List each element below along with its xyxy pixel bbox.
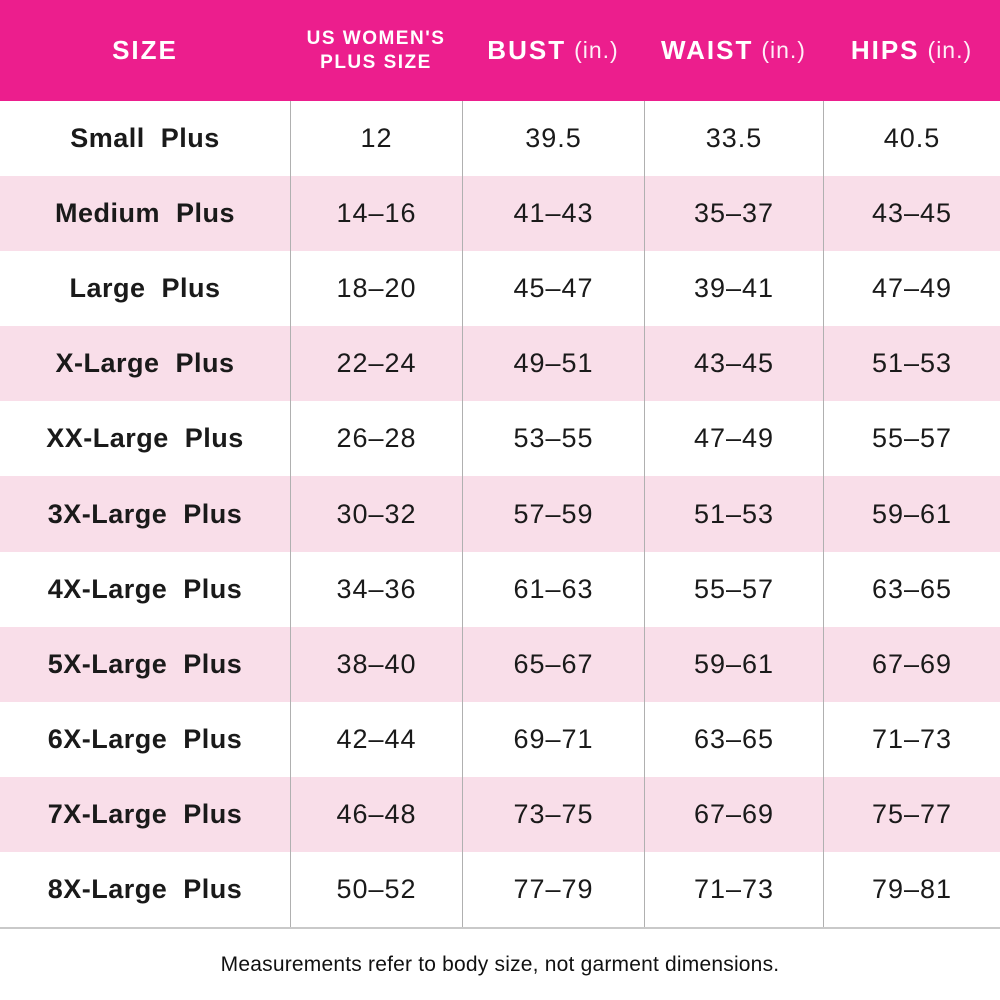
header-unit-bust: (in.) [574,37,619,63]
header-label-bust: BUST [487,35,567,65]
header-cell-size: SIZE [0,0,290,101]
cell-us-plus-size: 12 [290,101,462,177]
cell-us-plus-size: 30–32 [290,476,462,552]
header-label-us-womens: US WOMEN'S [306,27,446,49]
cell-waist: 67–69 [644,776,823,852]
cell-bust: 69–71 [462,701,644,777]
cell-hips: 40.5 [823,101,1000,177]
cell-hips: 47–49 [823,251,1000,327]
cell-bust: 77–79 [462,851,644,928]
cell-hips: 71–73 [823,701,1000,777]
cell-bust: 65–67 [462,626,644,702]
cell-hips: 67–69 [823,626,1000,702]
cell-size-name: Small Plus [70,123,220,154]
table-row: 5X-Large Plus 38–40 65–67 59–61 67–69 [0,626,1000,702]
cell-size-name: X-Large Plus [55,348,235,379]
table-body: Small Plus 12 39.5 33.5 40.5 Medium Plus… [0,101,1000,930]
header-label-plus-size: PLUS SIZE [320,51,432,73]
cell-waist: 39–41 [644,251,823,327]
cell-waist: 63–65 [644,701,823,777]
table-row: 4X-Large Plus 34–36 61–63 55–57 63–65 [0,551,1000,627]
cell-us-plus-size: 50–52 [290,851,462,928]
cell-us-plus-size: 18–20 [290,251,462,327]
cell-size-name: Large Plus [69,273,221,304]
header-unit-hips: (in.) [927,37,973,63]
cell-size-name: 7X-Large Plus [47,798,243,829]
cell-waist: 71–73 [644,851,823,928]
cell-us-plus-size: 46–48 [290,776,462,852]
cell-waist: 35–37 [644,176,823,252]
cell-size-name: 4X-Large Plus [47,573,243,604]
table-row: X-Large Plus 22–24 49–51 43–45 51–53 [0,326,1000,402]
cell-waist: 51–53 [644,476,823,552]
cell-bust: 45–47 [462,251,644,327]
cell-hips: 43–45 [823,176,1000,252]
table-row: Large Plus 18–20 45–47 39–41 47–49 [0,251,1000,327]
header-label-size: SIZE [112,35,178,65]
cell-size-name: 3X-Large Plus [47,498,243,529]
header-label-waist: WAIST [661,35,754,65]
header-label-hips: HIPS [850,35,920,65]
cell-bust: 49–51 [462,326,644,402]
table-row: 7X-Large Plus 46–48 73–75 67–69 75–77 [0,776,1000,852]
header-cell-hips: HIPS (in.) [823,0,1000,101]
cell-size-name: XX-Large Plus [46,423,244,454]
cell-hips: 63–65 [823,551,1000,627]
cell-hips: 75–77 [823,776,1000,852]
cell-hips: 79–81 [823,851,1000,928]
cell-us-plus-size: 22–24 [290,326,462,402]
table-row: Medium Plus 14–16 41–43 35–37 43–45 [0,176,1000,252]
table-row: XX-Large Plus 26–28 53–55 47–49 55–57 [0,401,1000,477]
cell-bust: 39.5 [462,101,644,177]
header-unit-waist: (in.) [761,37,806,63]
cell-bust: 73–75 [462,776,644,852]
cell-size-name: Medium Plus [54,198,236,229]
table-row: 6X-Large Plus 42–44 69–71 63–65 71–73 [0,701,1000,777]
footnote: Measurements refer to body size, not gar… [220,952,780,976]
cell-waist: 59–61 [644,626,823,702]
table-row: 8X-Large Plus 50–52 77–79 71–73 79–81 [0,851,1000,928]
header-cell-bust: BUST (in.) [462,0,644,101]
cell-us-plus-size: 42–44 [290,701,462,777]
cell-us-plus-size: 38–40 [290,626,462,702]
table-header-row: SIZE US WOMEN'S PLUS SIZE BUST (in.) WAI… [0,0,1000,101]
cell-size-name: 6X-Large Plus [47,723,243,754]
table-row: Small Plus 12 39.5 33.5 40.5 [0,101,1000,177]
header-cell-us-plus-size: US WOMEN'S PLUS SIZE [290,0,462,101]
cell-size-name: 5X-Large Plus [47,648,243,679]
cell-waist: 33.5 [644,101,823,177]
cell-bust: 53–55 [462,401,644,477]
header-cell-waist: WAIST (in.) [644,0,823,101]
cell-hips: 55–57 [823,401,1000,477]
cell-waist: 47–49 [644,401,823,477]
cell-size-name: 8X-Large Plus [47,873,243,904]
cell-us-plus-size: 26–28 [290,401,462,477]
cell-bust: 61–63 [462,551,644,627]
cell-us-plus-size: 14–16 [290,176,462,252]
cell-waist: 55–57 [644,551,823,627]
cell-bust: 57–59 [462,476,644,552]
cell-us-plus-size: 34–36 [290,551,462,627]
cell-hips: 51–53 [823,326,1000,402]
cell-waist: 43–45 [644,326,823,402]
cell-bust: 41–43 [462,176,644,252]
cell-hips: 59–61 [823,476,1000,552]
table-row: 3X-Large Plus 30–32 57–59 51–53 59–61 [0,476,1000,552]
